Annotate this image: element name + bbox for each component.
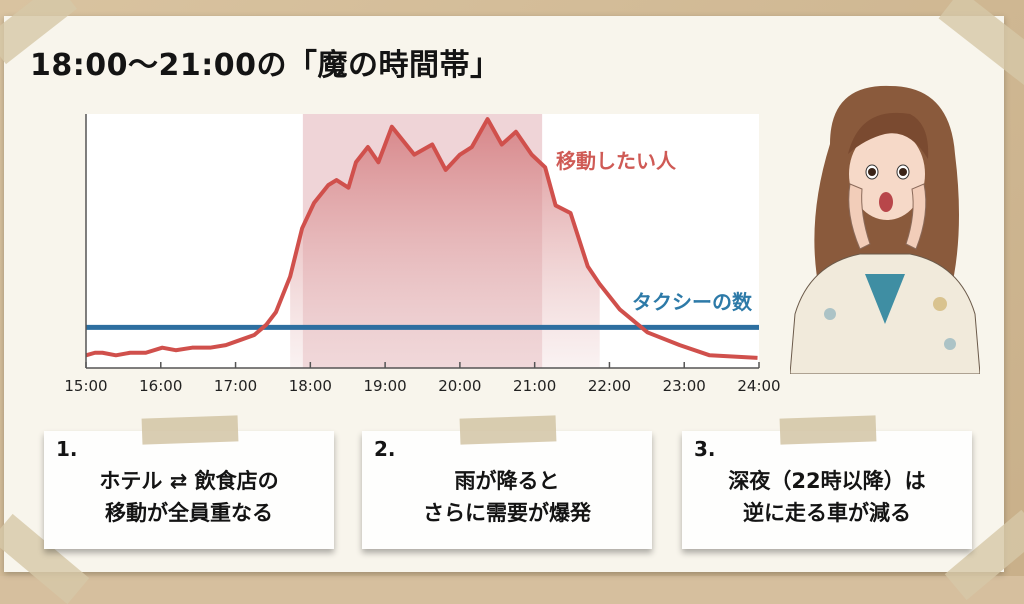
card-number: 1. — [56, 437, 78, 461]
taxi-label: タクシーの数 — [632, 290, 752, 314]
x-tick-label: 16:00 — [139, 377, 183, 395]
tape-decoration — [459, 415, 557, 445]
page-title: 18:00〜21:00の「魔の時間帯」 — [30, 48, 501, 83]
point-card-2: 2. 雨が降ると さらに需要が爆発 — [362, 415, 652, 549]
tape-decoration — [141, 415, 239, 445]
x-tick-label: 23:00 — [662, 377, 706, 395]
point-card-3: 3. 深夜（22時以降）は 逆に走る車が減る — [682, 415, 972, 549]
demand-chart — [85, 114, 760, 369]
x-tick-label: 24:00 — [737, 377, 781, 395]
card-text: ホテル ⇄ 飲食店の 移動が全員重なる — [44, 465, 334, 529]
card-line: さらに需要が爆発 — [423, 501, 591, 525]
demand-area — [290, 119, 600, 368]
card-text: 深夜（22時以降）は 逆に走る車が減る — [682, 465, 972, 529]
x-tick-label: 20:00 — [438, 377, 482, 395]
x-ticks — [85, 362, 760, 368]
demand-line — [85, 117, 758, 360]
demand-label: 移動したい人 — [556, 149, 676, 173]
tape-decoration — [779, 415, 877, 445]
x-tick-label: 15:00 — [64, 377, 108, 395]
card-line: 逆に走る車が減る — [743, 501, 911, 525]
card-line: 雨が降ると — [454, 469, 560, 493]
x-tick-label: 19:00 — [363, 377, 407, 395]
card-number: 3. — [694, 437, 716, 461]
card-line: ホテル ⇄ 飲食店の — [99, 469, 279, 493]
x-tick-label: 21:00 — [513, 377, 557, 395]
x-tick-label: 22:00 — [587, 377, 632, 395]
x-tick-label: 18:00 — [288, 377, 332, 395]
card-text: 雨が降ると さらに需要が爆発 — [362, 465, 652, 529]
point-card-1: 1. ホテル ⇄ 飲食店の 移動が全員重なる — [44, 415, 334, 549]
card-number: 2. — [374, 437, 396, 461]
card-line: 移動が全員重なる — [105, 501, 273, 525]
card-line: 深夜（22時以降）は — [728, 469, 926, 493]
surprised-woman-illustration — [790, 85, 980, 374]
x-tick-label: 17:00 — [213, 377, 258, 395]
